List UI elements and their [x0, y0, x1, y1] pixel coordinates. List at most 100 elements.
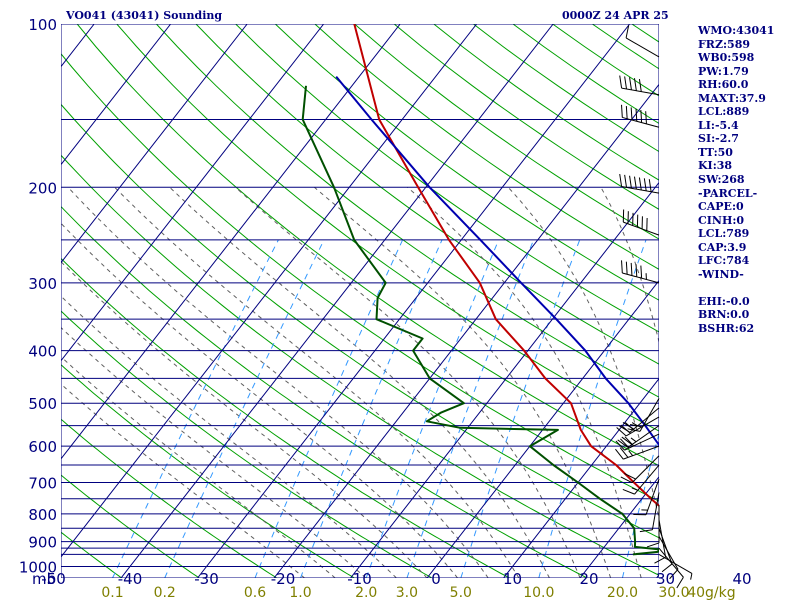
- index-item: [698, 281, 774, 295]
- barb-staff: [622, 272, 660, 284]
- mixing-ratio-line: [365, 239, 500, 578]
- wind-barb: [622, 464, 660, 495]
- barb-flag: [620, 476, 633, 484]
- temperature-tick-label: 0: [431, 570, 441, 588]
- dry-adiabat: [61, 474, 200, 578]
- index-item: WMO:43041: [698, 24, 775, 37]
- barb-flag: [630, 423, 643, 428]
- barb-flag: [629, 77, 632, 90]
- index-item: LCL:889: [698, 105, 750, 119]
- dry-adiabat: [274, 24, 659, 301]
- isotherm: [426, 279, 659, 578]
- isotherm: [61, 24, 95, 68]
- barb-flag: [638, 78, 642, 92]
- temperature-tick-label: 20: [579, 570, 598, 588]
- moist-adiabat: [61, 295, 397, 578]
- isotherm: [0, 24, 18, 578]
- barb-staff: [634, 464, 660, 495]
- index-item: KI:38: [698, 159, 733, 173]
- barb-flag: [633, 176, 637, 190]
- barb-flag: [622, 489, 635, 495]
- temperature-tick-label: -10: [347, 570, 372, 588]
- index-item: CAPE:0: [698, 200, 744, 214]
- moist-adiabat: [600, 187, 659, 344]
- temperature-tick-label: 40: [732, 570, 751, 588]
- index-item: CAP:3.9: [698, 240, 747, 254]
- index-item: WB0:598: [698, 51, 755, 65]
- wind-barb: [622, 209, 660, 236]
- temperature-tick-label: -30: [194, 570, 219, 588]
- wind-barb: [658, 547, 684, 589]
- isotherm: [197, 24, 631, 578]
- sounding-indices: WMO:43041 FRZ:589 WB0:598 PW:1.79 RH:60.…: [698, 24, 774, 336]
- moist-adiabats: [61, 186, 659, 578]
- index-item: RH:60.0: [698, 78, 749, 92]
- barb-half: [690, 573, 693, 580]
- index-item: FRZ:589: [698, 37, 751, 51]
- temperature-tick-label: -40: [118, 570, 143, 588]
- wind-barb: [633, 478, 660, 516]
- dry-adiabat: [116, 24, 659, 432]
- dry-adiabat: [61, 363, 355, 578]
- index-item: LCL:789: [698, 227, 750, 241]
- isotherm: [61, 24, 325, 362]
- index-item: SI:-2.7: [698, 132, 739, 146]
- isotherm: [61, 24, 172, 166]
- barb-staff: [658, 528, 673, 565]
- dry-adiabat: [61, 531, 122, 578]
- barb-flag: [624, 436, 634, 447]
- barb-half: [631, 422, 638, 427]
- isotherm: [579, 475, 659, 578]
- barb-flag: [629, 175, 632, 189]
- dry-adiabat: [314, 24, 659, 270]
- barb-flag: [635, 108, 638, 122]
- barb-flag: [630, 107, 633, 121]
- dry-adiabat: [61, 103, 659, 539]
- mixing-ratio-label: 40g/kg: [687, 585, 735, 600]
- moist-adiabat: [169, 186, 550, 578]
- wind-barb: [616, 416, 660, 437]
- barb-staff: [658, 536, 679, 570]
- mixing-ratio-line: [460, 239, 581, 578]
- barb-flag: [646, 542, 660, 548]
- barb-flag: [621, 104, 623, 118]
- barb-flag: [625, 25, 630, 39]
- parcel-profile: [335, 75, 659, 447]
- index-item: -PARCEL-: [698, 186, 758, 200]
- dry-adiabat: [61, 418, 278, 578]
- barb-flag: [615, 448, 624, 460]
- barb-flag: [676, 576, 684, 589]
- barb-flag: [621, 436, 633, 445]
- pressure-tick-label: 700: [28, 475, 57, 493]
- barb-staff: [622, 116, 660, 128]
- pressure-tick-label: 900: [28, 534, 57, 552]
- barb-flag: [616, 427, 627, 437]
- barb-staff: [623, 221, 660, 236]
- dry-adiabat: [61, 310, 433, 578]
- mixing-ratio-label: 1.0: [289, 585, 311, 600]
- dry-adiabat: [156, 24, 659, 398]
- barb-staff: [624, 433, 660, 451]
- barb-half: [628, 450, 634, 457]
- barb-flag: [624, 472, 636, 480]
- sounding-profiles: [301, 24, 659, 556]
- mixing-ratio-label: 20.0: [607, 585, 638, 600]
- isotherm: [503, 377, 659, 578]
- index-item: -WIND-: [698, 267, 744, 281]
- moist-adiabat: [61, 260, 428, 578]
- isotherm: [61, 24, 248, 264]
- pressure-unit-label: mb: [32, 570, 56, 588]
- mixing-ratio-label: 0.2: [154, 585, 176, 600]
- wind-barb: [615, 433, 660, 451]
- moist-adiabat: [61, 326, 367, 578]
- barb-staff: [625, 416, 660, 437]
- barb-staff: [645, 478, 660, 515]
- barb-flag: [617, 439, 629, 448]
- barb-flag: [661, 563, 673, 573]
- dry-adiabat: [235, 24, 659, 333]
- barb-flag: [633, 78, 637, 91]
- mixing-ratio-line: [300, 239, 443, 578]
- wind-barb: [625, 25, 660, 58]
- index-item: CINH:0: [698, 213, 745, 227]
- wind-barb: [619, 75, 660, 96]
